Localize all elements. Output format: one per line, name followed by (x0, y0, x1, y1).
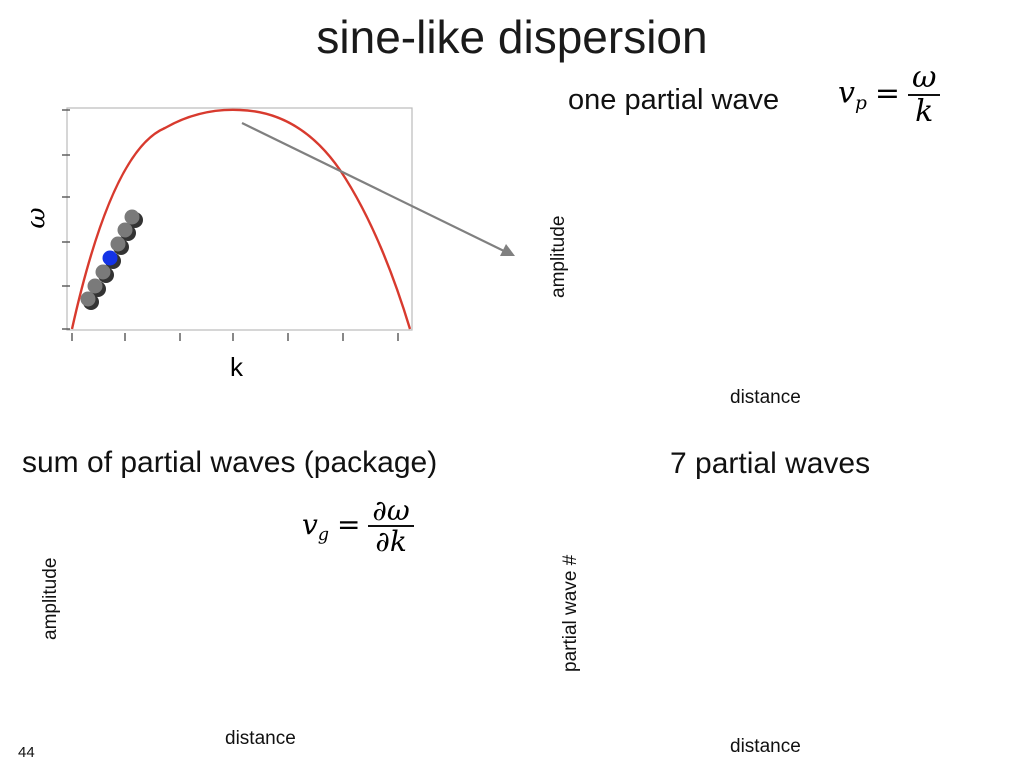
pointer-arrow-line (241, 122, 507, 253)
top-distance-axis-label: distance (730, 387, 801, 408)
top-amplitude-axis-label: amplitude (548, 215, 569, 298)
plot-frame (66, 107, 413, 331)
formula-denominator: k (915, 93, 934, 129)
slide-title: sine-like dispersion (316, 11, 708, 63)
formula-fraction: ∂ω ∂k (368, 494, 414, 559)
phase-velocity-formula: vp = ω k (838, 60, 941, 129)
package-heading: sum of partial waves (package) (22, 446, 438, 479)
selected-sample-point (102, 250, 118, 266)
sample-point (87, 278, 103, 294)
sample-point (110, 236, 126, 252)
pointer-arrow-head (500, 244, 515, 256)
page-number: 44 (18, 744, 35, 761)
sample-point (124, 209, 140, 225)
omega-axis-label: ω (21, 207, 52, 229)
dispersion-curve (70, 108, 412, 330)
formula-denominator: ∂k (375, 525, 407, 559)
seven-partial-waves-heading: 7 partial waves (670, 447, 871, 480)
formula-lhs-subscript: g (317, 524, 329, 545)
formula-lhs-subscript: p (854, 93, 867, 114)
sample-point (117, 222, 133, 238)
bottom-amplitude-axis-label: amplitude (40, 557, 61, 640)
bottom-right-distance-axis-label: distance (730, 736, 801, 757)
fraction-bar (908, 93, 941, 96)
fraction-bar (368, 525, 414, 528)
sample-points (80, 209, 140, 307)
partial-wave-number-axis-label: partial wave # (560, 554, 581, 672)
formula-lhs: v (838, 75, 855, 111)
y-ticks (62, 109, 70, 330)
formula-equals: = (336, 507, 361, 541)
bottom-left-distance-axis-label: distance (225, 728, 296, 749)
sample-point (95, 264, 111, 280)
group-velocity-formula: vg = ∂ω ∂k (302, 496, 414, 557)
formula-lhs: v (302, 507, 318, 541)
x-ticks (71, 333, 399, 341)
sample-point (80, 291, 96, 307)
formula-numerator: ω (912, 60, 937, 95)
formula-equals: = (874, 75, 900, 111)
formula-numerator: ∂ω (372, 494, 410, 527)
one-partial-wave-heading: one partial wave (568, 84, 780, 116)
k-axis-label: k (230, 352, 243, 382)
